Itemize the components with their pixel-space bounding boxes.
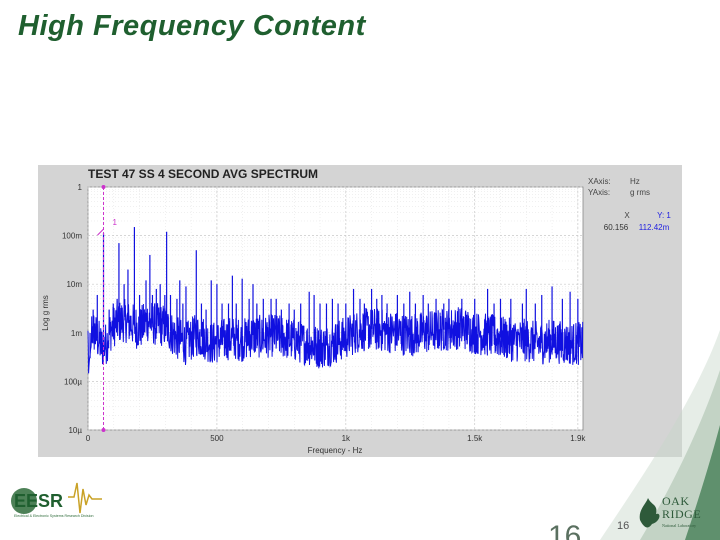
y-tick-label: 100m xyxy=(62,232,82,241)
xaxis-info-label: XAxis: xyxy=(588,177,611,186)
spectrum-chart-panel: 1 100m 10m 1m 100µ 10µ 0 500 1k 1.5k 1.9k TEST 47… xyxy=(38,165,682,457)
page-number-watermark: 16 xyxy=(548,522,582,540)
eesr-logo: EESR Electrical & Electronic Systems Res… xyxy=(11,482,102,518)
yaxis-info-label: YAxis: xyxy=(588,188,610,197)
y-tick-labels: 1 100m 10m 1m 100µ 10µ xyxy=(62,183,83,435)
swoosh-dark xyxy=(685,425,720,540)
oak-logo-subtitle: National Laboratory xyxy=(662,523,697,528)
oak-ridge-logo: OAK RIDGE National Laboratory xyxy=(639,494,701,528)
slide-title: High Frequency Content xyxy=(18,10,366,42)
x-tick-label: 0 xyxy=(86,434,91,443)
x-tick-label: 1.9k xyxy=(570,434,586,443)
y-tick-label: 100µ xyxy=(64,377,82,386)
corner-swoosh-decoration xyxy=(600,330,720,540)
y-tick-label: 1m xyxy=(71,329,82,338)
x-tick-label: 1k xyxy=(342,434,351,443)
cursor-y-value: 112.42m xyxy=(639,223,670,232)
cursor-x-value: 60.156 xyxy=(604,223,629,232)
cursor-handle-top[interactable] xyxy=(101,185,106,189)
y-tick-label: 10µ xyxy=(68,426,82,435)
x-axis-label: Frequency - Hz xyxy=(308,446,363,455)
oak-logo-line1: OAK xyxy=(662,494,690,508)
x-tick-label: 500 xyxy=(210,434,224,443)
oak-logo-line2: RIDGE xyxy=(662,507,701,521)
y-axis-label: Log g rms xyxy=(41,295,50,331)
spectrum-line xyxy=(87,298,584,374)
plot-area xyxy=(87,186,584,431)
eesr-logo-text: EESR xyxy=(14,491,63,511)
page-number: 16 xyxy=(617,520,630,532)
eesr-logo-mark xyxy=(11,488,37,514)
y-tick-label: 10m xyxy=(66,280,82,289)
cursor-x-header: X xyxy=(624,211,630,220)
cursor-marker-tick xyxy=(97,228,104,236)
cursor-layer xyxy=(97,185,106,432)
cursor-marker-label: 1 xyxy=(113,218,118,227)
chart-title: TEST 47 SS 4 SECOND AVG SPECTRUM xyxy=(88,167,318,181)
xaxis-info-unit: Hz xyxy=(630,177,640,186)
spectrum-chart: 1 100m 10m 1m 100µ 10µ 0 500 1k 1.5k 1.9k TEST 47… xyxy=(38,165,682,457)
oak-leaf-icon xyxy=(639,498,660,528)
yaxis-info-unit: g rms xyxy=(630,188,650,197)
cursor-y-header: Y: 1 xyxy=(657,211,671,220)
eesr-logo-waveform-icon xyxy=(68,482,102,514)
eesr-logo-subtitle: Electrical & Electronic Systems Research… xyxy=(14,514,94,518)
x-tick-labels: 0 500 1k 1.5k 1.9k xyxy=(86,434,587,443)
cursor-handle-bottom[interactable] xyxy=(101,428,106,432)
x-tick-label: 1.5k xyxy=(467,434,483,443)
y-tick-label: 1 xyxy=(78,183,83,192)
